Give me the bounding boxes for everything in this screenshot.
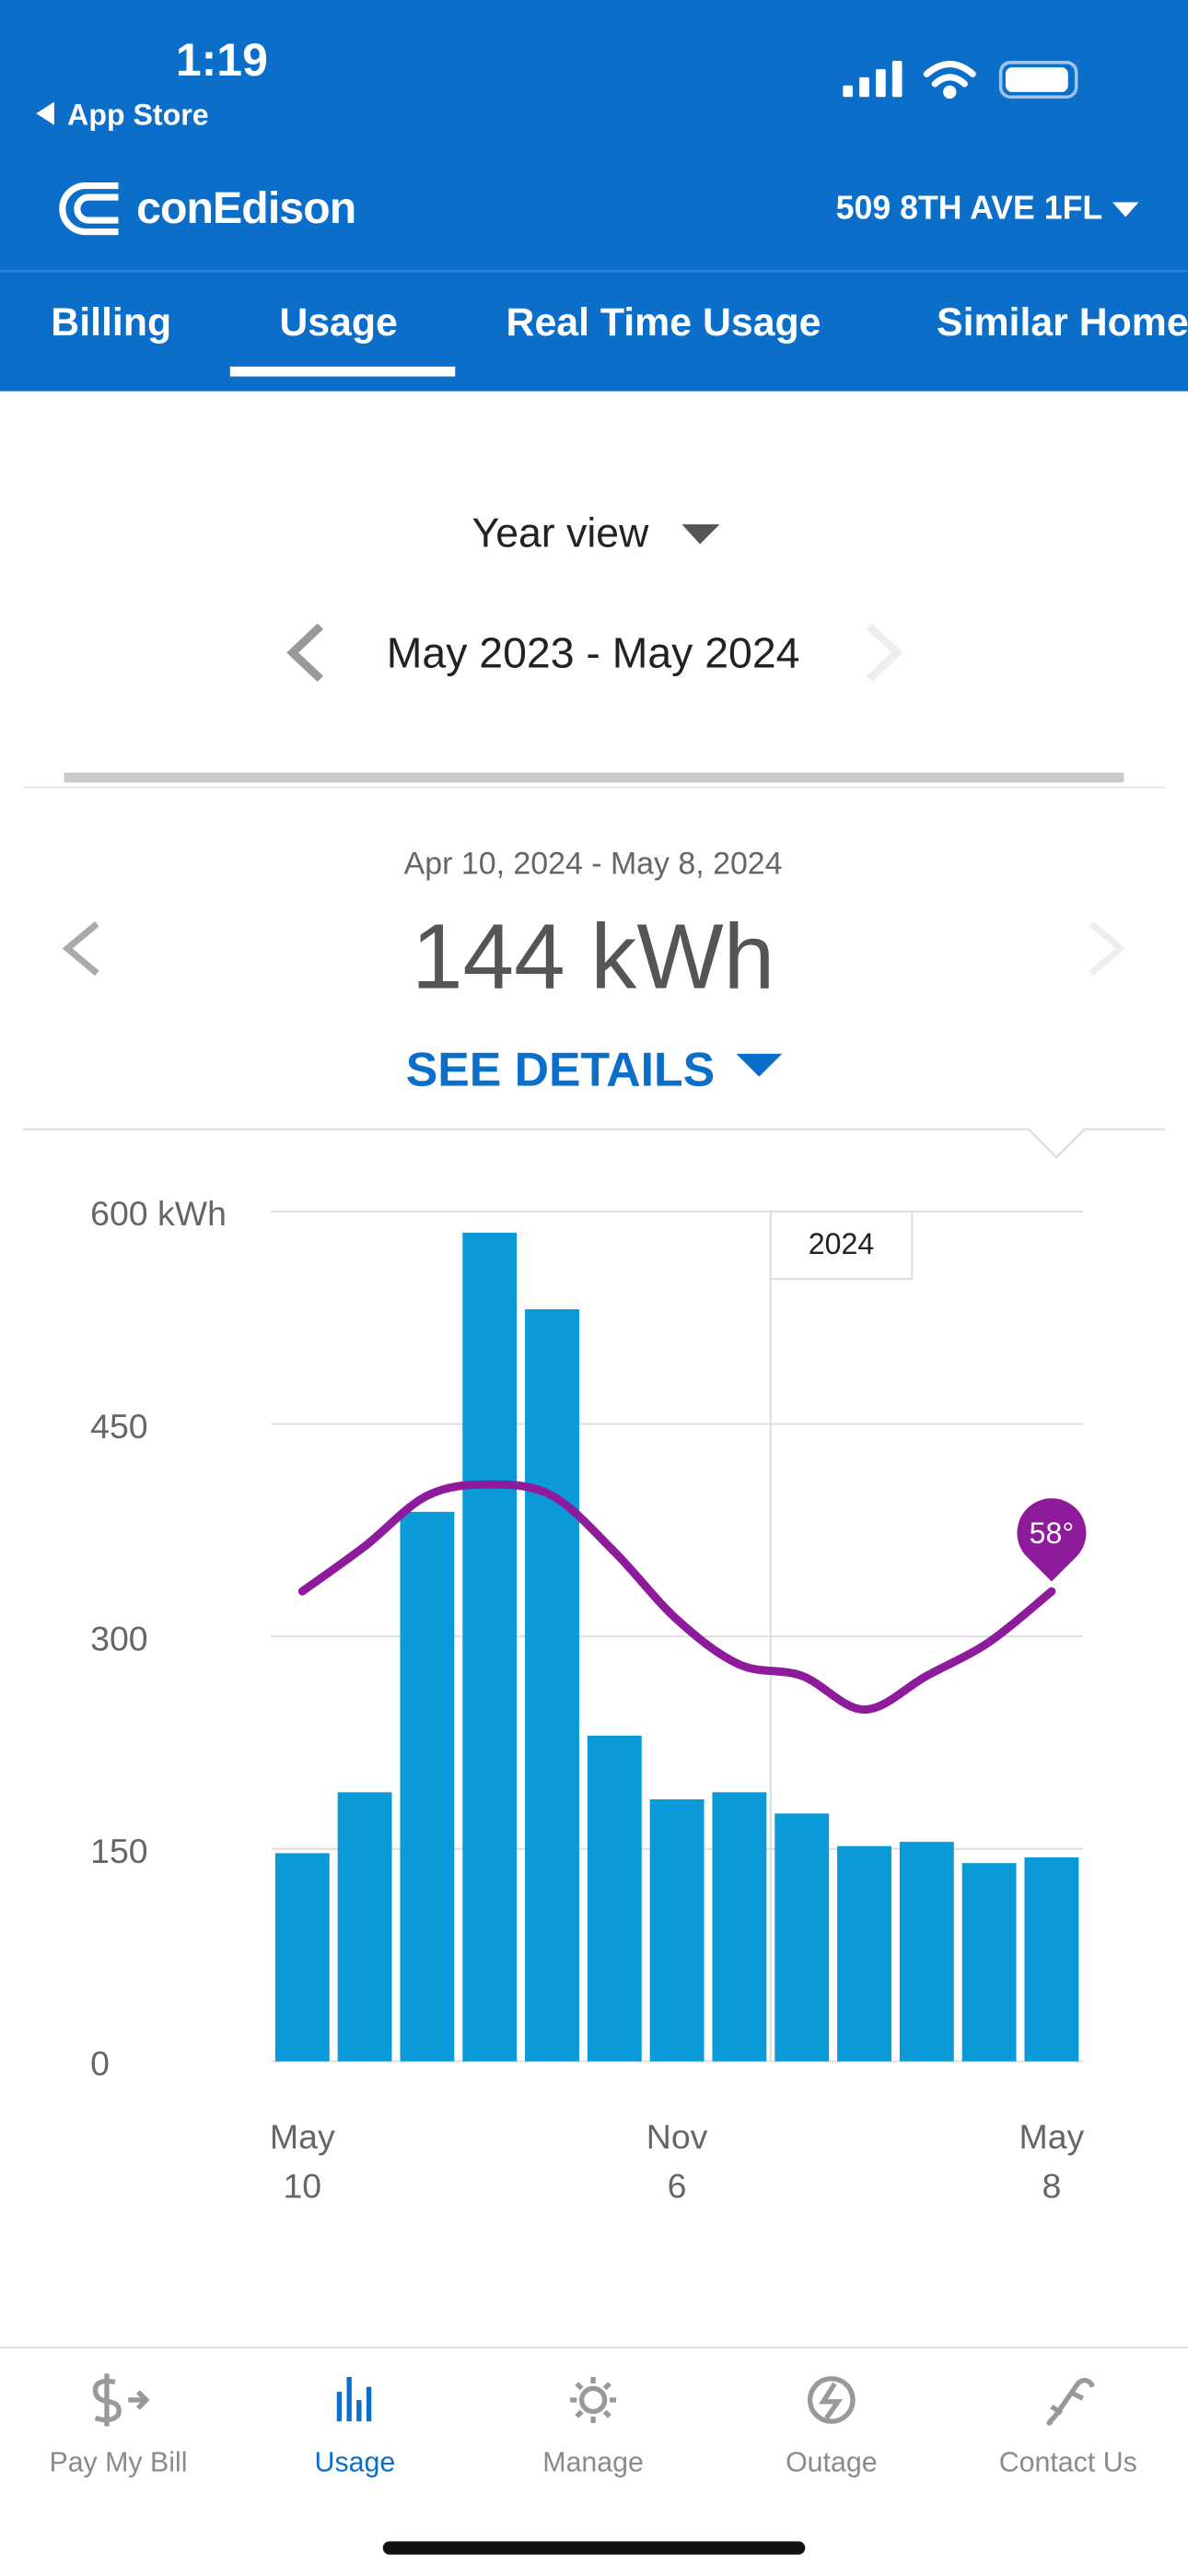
- details-caret[interactable]: [736, 1053, 783, 1077]
- brand-name: conEdison: [136, 182, 356, 233]
- bar: [961, 1863, 1017, 2062]
- bar: [525, 1309, 579, 2062]
- year-box: [769, 1210, 914, 1281]
- bar: [712, 1792, 767, 2062]
- battery-icon: [998, 61, 1078, 100]
- view-caret[interactable]: [681, 524, 720, 544]
- nav-icon-usage: [336, 2376, 372, 2422]
- bar: [649, 1799, 705, 2062]
- prev-range[interactable]: [286, 623, 323, 683]
- x-tick-label: May 8: [1019, 2118, 1085, 2207]
- year-label: 2024: [809, 1227, 874, 1260]
- tab[interactable]: Real Time Usage: [506, 300, 821, 345]
- tab-active[interactable]: Usage: [279, 300, 398, 345]
- temperature-label: 58°: [1030, 1516, 1075, 1550]
- bar: [837, 1845, 891, 2062]
- bar: [462, 1233, 518, 2062]
- range-scrollbar: [64, 772, 1124, 783]
- next-range[interactable]: [866, 623, 903, 683]
- nav-item[interactable]: Manage: [542, 2446, 644, 2478]
- bar: [775, 1813, 830, 2062]
- x-tick-label: May 10: [269, 2118, 335, 2207]
- bar: [274, 1853, 330, 2062]
- period: Apr 10, 2024 - May 8, 2024: [403, 847, 783, 883]
- nav-icon-contact: [1046, 2377, 1095, 2426]
- header-bg: [0, 0, 1188, 392]
- nav-icon-outage: [807, 2376, 856, 2424]
- prev-period[interactable]: [62, 920, 99, 977]
- bar: [400, 1511, 455, 2062]
- bar: [1024, 1857, 1079, 2062]
- bar: [899, 1842, 954, 2062]
- nav-item[interactable]: Contact Us: [998, 2446, 1137, 2478]
- brand-logo: [59, 182, 119, 236]
- temperature-pin: [1017, 1498, 1087, 1582]
- date-range: May 2023 - May 2024: [386, 627, 800, 678]
- nav-item[interactable]: Pay My Bill: [49, 2446, 188, 2478]
- nav-item-active[interactable]: Usage: [314, 2446, 396, 2478]
- signal-icon: [843, 61, 903, 98]
- bar: [337, 1792, 392, 2062]
- y-tick-label: 600 kWh: [90, 1194, 227, 1233]
- wifi-icon: [923, 61, 976, 100]
- tab-underline: [229, 366, 456, 377]
- header-icons: [0, 61, 1188, 377]
- usage-total: 144 kWh: [411, 904, 775, 1008]
- y-tick-label: 150: [90, 1832, 148, 1870]
- bar: [587, 1735, 642, 2062]
- nav-item[interactable]: Outage: [786, 2446, 878, 2478]
- y-tick-label: 0: [90, 2044, 110, 2083]
- y-tick-label: 300: [90, 1619, 148, 1657]
- nav-icon-bill: [92, 2373, 150, 2427]
- home-indicator: [382, 2541, 806, 2555]
- next-period[interactable]: [1089, 920, 1126, 977]
- temperature-line: [297, 1480, 1056, 1715]
- tab[interactable]: Similar Home: [937, 300, 1188, 345]
- back-arrow: [36, 101, 54, 125]
- back-label[interactable]: App Store: [67, 99, 209, 132]
- battery-level: [1005, 67, 1068, 92]
- view-mode[interactable]: Year view: [472, 510, 649, 556]
- x-tick-label: Nov 6: [646, 2118, 708, 2207]
- address[interactable]: 509 8TH AVE 1FL: [835, 190, 1103, 228]
- divider: [22, 1128, 1166, 1159]
- address-caret: [1112, 202, 1139, 217]
- status-time: 1:19: [175, 34, 268, 86]
- tab[interactable]: Billing: [51, 300, 172, 345]
- see-details[interactable]: SEE DETAILS: [405, 1044, 716, 1097]
- y-tick-label: 450: [90, 1407, 148, 1446]
- nav-icon-manage: [570, 2376, 617, 2423]
